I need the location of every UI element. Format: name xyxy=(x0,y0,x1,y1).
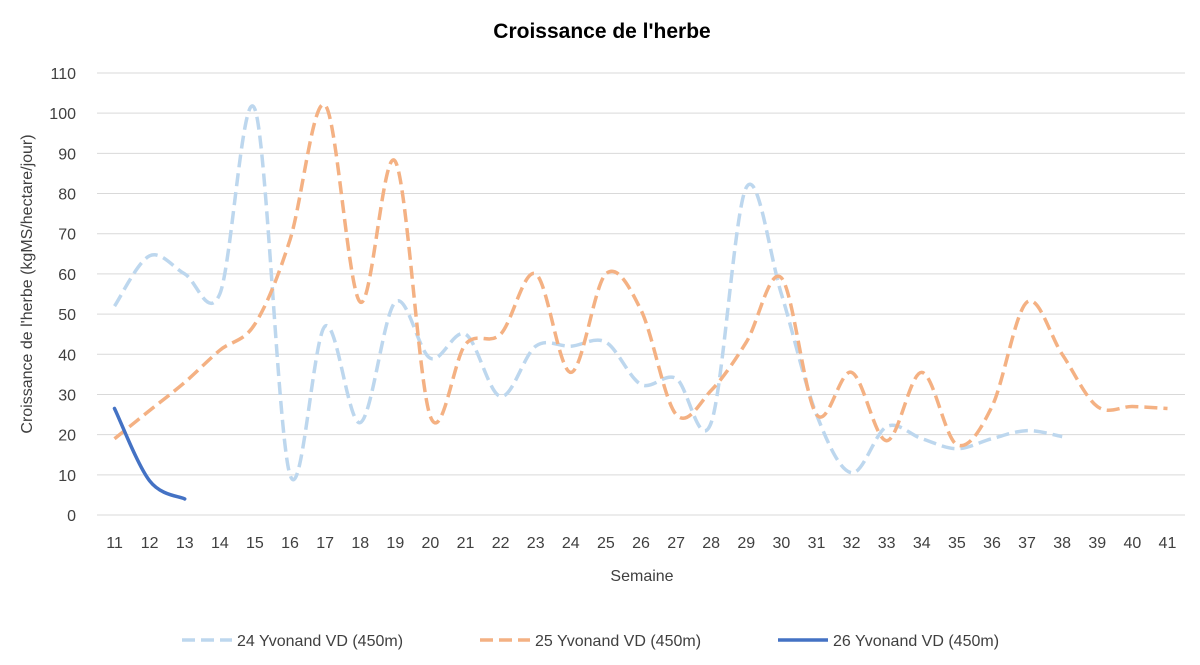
x-tick-label: 40 xyxy=(1123,535,1141,552)
x-tick-label: 39 xyxy=(1088,535,1106,552)
x-tick-label: 17 xyxy=(316,535,334,552)
x-tick-label: 18 xyxy=(351,535,369,552)
x-tick-label: 21 xyxy=(457,535,475,552)
legend-item-25[interactable]: 25 Yvonand VD (450m) xyxy=(480,633,701,650)
y-tick-label: 110 xyxy=(50,66,76,83)
x-tick-label: 36 xyxy=(983,535,1001,552)
x-tick-label: 35 xyxy=(948,535,966,552)
x-tick-label: 28 xyxy=(702,535,720,552)
y-tick-label: 50 xyxy=(58,307,76,324)
y-axis-title: Croissance de l'herbe (kgMS/hectare/jour… xyxy=(19,134,36,433)
y-tick-label: 80 xyxy=(58,187,76,204)
x-tick-label: 37 xyxy=(1018,535,1036,552)
x-tick-label: 12 xyxy=(141,535,159,552)
x-tick-label: 11 xyxy=(106,535,123,552)
legend-item-24[interactable]: 24 Yvonand VD (450m) xyxy=(182,633,403,650)
y-tick-label: 20 xyxy=(58,428,76,445)
x-tick-label: 33 xyxy=(878,535,896,552)
x-axis-ticks: 11 12 13 14 15 16 17 18 19 20 21 22 23 24 25 26 27 28 29 30… xyxy=(106,535,1176,552)
x-tick-label: 13 xyxy=(176,535,194,552)
x-tick-label: 26 xyxy=(632,535,650,552)
x-tick-label: 24 xyxy=(562,535,580,552)
x-tick-label: 32 xyxy=(843,535,861,552)
y-tick-label: 90 xyxy=(58,146,76,163)
series-line-26 xyxy=(112,406,187,501)
series-line-25 xyxy=(113,102,1168,448)
x-tick-label: 30 xyxy=(772,535,790,552)
x-tick-label: 15 xyxy=(246,535,264,552)
chart-title: Croissance de l'herbe xyxy=(493,20,710,43)
legend: 24 Yvonand VD (450m) 25 Yvonand VD (450m… xyxy=(182,633,999,650)
y-tick-label: 40 xyxy=(58,347,76,364)
x-tick-label: 22 xyxy=(492,535,510,552)
legend-item-26[interactable]: 26 Yvonand VD (450m) xyxy=(778,633,999,650)
y-axis-ticks: 0 10 20 30 40 50 60 70 80 90 100 110 xyxy=(49,66,76,525)
y-tick-label: 10 xyxy=(58,468,76,485)
x-tick-label: 29 xyxy=(737,535,755,552)
x-tick-label: 27 xyxy=(667,535,685,552)
y-tick-label: 0 xyxy=(67,508,76,525)
legend-label-25: 25 Yvonand VD (450m) xyxy=(535,633,701,650)
y-tick-label: 100 xyxy=(49,106,76,123)
x-tick-label: 14 xyxy=(211,535,229,552)
x-tick-label: 41 xyxy=(1159,535,1177,552)
y-tick-label: 30 xyxy=(58,387,76,404)
x-tick-label: 38 xyxy=(1053,535,1071,552)
x-tick-label: 31 xyxy=(808,535,826,552)
y-tick-label: 60 xyxy=(58,267,76,284)
x-tick-label: 25 xyxy=(597,535,615,552)
x-axis-title: Semaine xyxy=(610,568,673,585)
x-tick-label: 23 xyxy=(527,535,545,552)
x-tick-label: 19 xyxy=(386,535,404,552)
series-lines xyxy=(112,102,1168,501)
legend-label-24: 24 Yvonand VD (450m) xyxy=(237,633,403,650)
series-line-24 xyxy=(113,104,1063,481)
x-tick-label: 20 xyxy=(422,535,440,552)
x-tick-label: 16 xyxy=(281,535,299,552)
x-tick-label: 34 xyxy=(913,535,931,552)
legend-label-26: 26 Yvonand VD (450m) xyxy=(833,633,999,650)
y-tick-label: 70 xyxy=(58,227,76,244)
